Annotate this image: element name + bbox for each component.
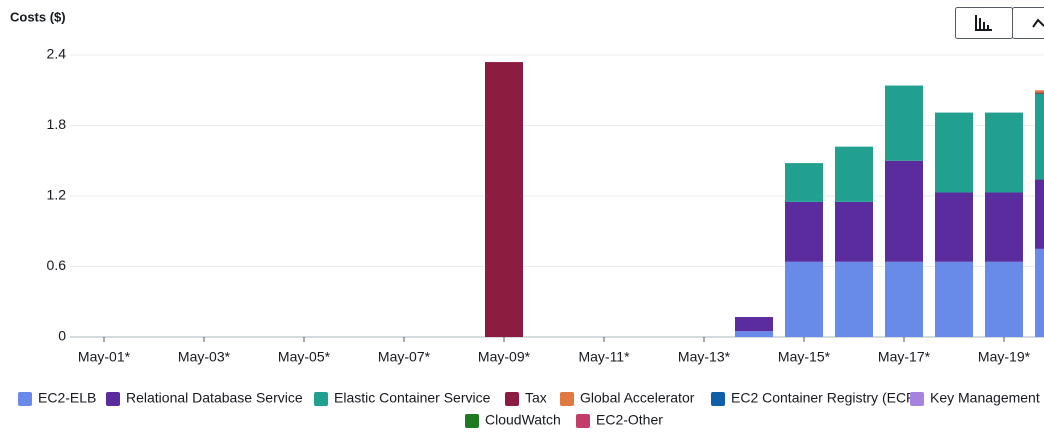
bar-segment [935, 261, 973, 337]
legend-swatch [314, 392, 328, 406]
bar-segment [885, 85, 923, 161]
bar-segment [835, 201, 873, 262]
legend-label: Tax [525, 390, 547, 406]
legend-label: EC2-Other [596, 412, 663, 428]
bar-segment [935, 112, 973, 193]
y-tick-label: 0.6 [47, 257, 67, 273]
legend-swatch [18, 392, 32, 406]
x-tick-label: May-09* [478, 349, 531, 365]
x-tick-label: May-01* [78, 349, 131, 365]
bar-segment [985, 192, 1023, 262]
line-chart-button[interactable] [1012, 7, 1044, 39]
legend-label: Key Management Service [930, 390, 1044, 406]
bar-segment [1035, 93, 1044, 180]
bar-segment [785, 163, 823, 202]
legend-swatch [576, 414, 590, 428]
bar-segment [1035, 248, 1044, 337]
legend-swatch [106, 392, 120, 406]
bar-segment [785, 261, 823, 337]
bar-segment [785, 201, 823, 262]
legend-label: EC2-ELB [38, 390, 96, 406]
bar-segment [735, 331, 773, 337]
bar-segment [1035, 92, 1044, 94]
bar-segment [885, 160, 923, 262]
bar-icon [975, 15, 992, 31]
bar-segment [1035, 179, 1044, 249]
x-tick-label: May-03* [178, 349, 231, 365]
legend-swatch [910, 392, 924, 406]
legend-label: CloudWatch [485, 412, 561, 428]
chart-type-toggle [955, 7, 1044, 39]
chart-title: Costs ($) [10, 9, 66, 24]
legend-swatch [465, 414, 479, 428]
bar-segment [935, 192, 973, 262]
line-icon [1032, 18, 1044, 28]
x-tick-label: May-13* [678, 349, 731, 365]
x-tick-label: May-15* [778, 349, 831, 365]
x-tick-label: May-07* [378, 349, 431, 365]
bar-segment [485, 62, 523, 338]
legend-label: EC2 Container Registry (ECR) [731, 390, 921, 406]
legend-label: Elastic Container Service [334, 390, 491, 406]
bar-segment [885, 261, 923, 337]
bar-segment [985, 112, 1023, 193]
bar-segment [985, 261, 1023, 337]
bar-segment [1035, 90, 1044, 93]
x-tick-label: May-05* [278, 349, 331, 365]
bar-segment [835, 146, 873, 202]
bar-segment [835, 261, 873, 337]
x-tick-label: May-19* [978, 349, 1031, 365]
legend-swatch [711, 392, 725, 406]
legend-label: Global Accelerator [580, 390, 695, 406]
y-tick-label: 1.2 [47, 187, 67, 203]
x-tick-label: May-17* [878, 349, 931, 365]
x-tick-label: May-11* [578, 349, 630, 365]
legend-swatch [505, 392, 519, 406]
y-tick-label: 2.4 [47, 46, 67, 62]
y-tick-label: 0 [58, 328, 66, 344]
bar-segment [735, 317, 773, 332]
y-tick-label: 1.8 [47, 116, 67, 132]
legend-label: Relational Database Service [126, 390, 303, 406]
legend-swatch [560, 392, 574, 406]
